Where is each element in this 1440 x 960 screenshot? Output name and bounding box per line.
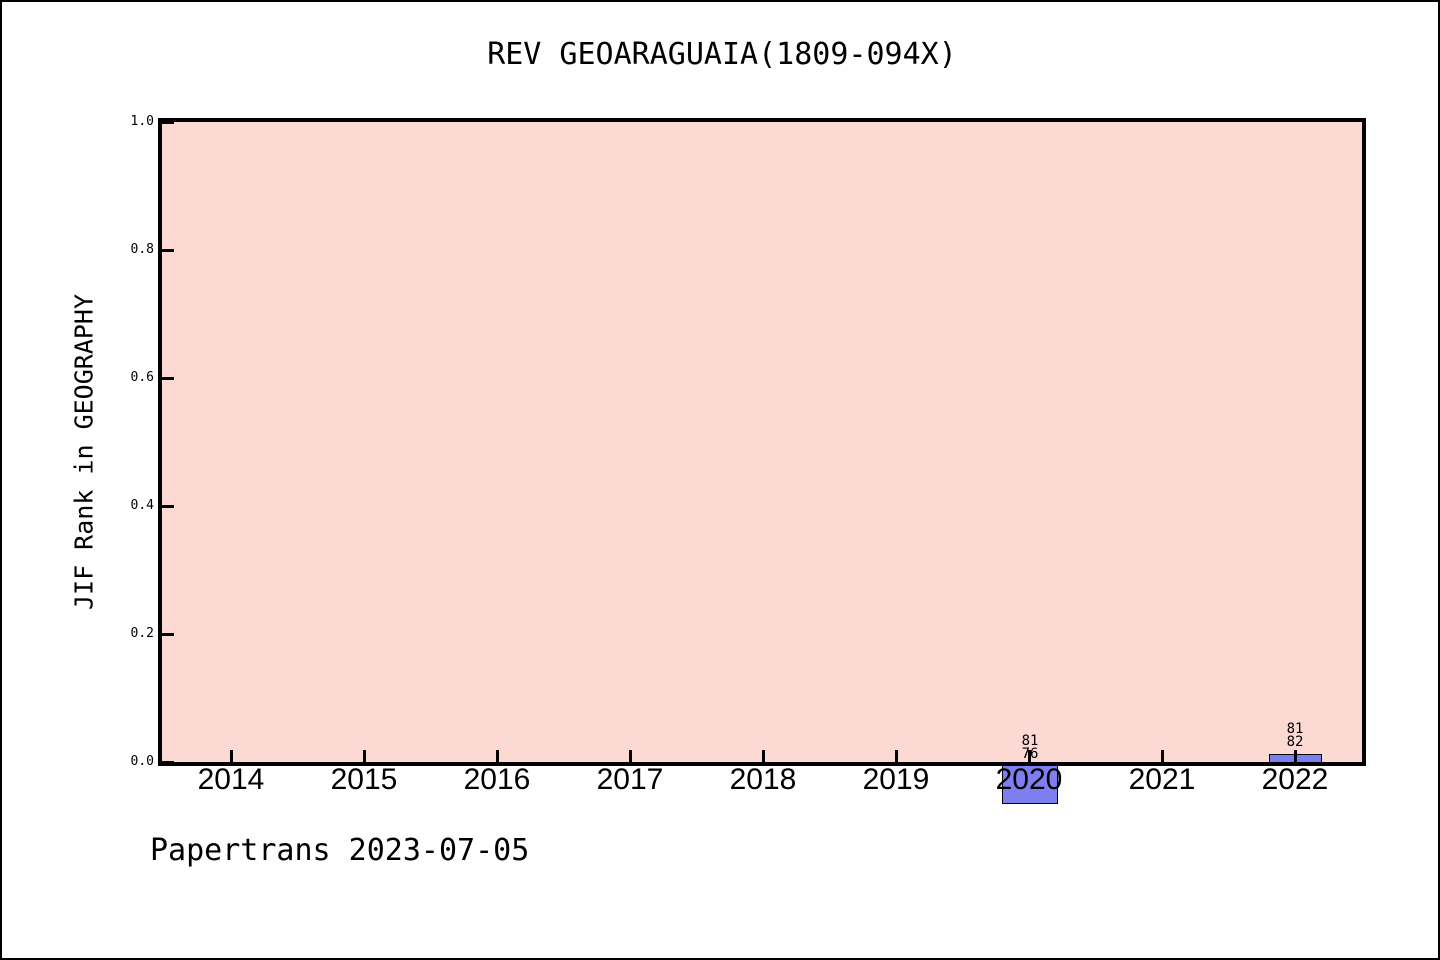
x-tick-mark-2015 (362, 750, 366, 762)
y-tick-label-0.4: 0.4 (130, 498, 154, 513)
y-tick-label-0.0: 0.0 (130, 754, 154, 769)
x-tick-label-2019: 2019 (862, 763, 930, 796)
x-tick-mark-2018 (761, 750, 765, 762)
x-tick-label-2015: 2015 (330, 763, 398, 796)
x-tick-mark-2016 (495, 750, 499, 762)
axis-spine-bottom (158, 762, 1366, 766)
y-tick-label-0.8: 0.8 (130, 242, 154, 257)
y-tick-label-0.2: 0.2 (130, 626, 154, 641)
bar-value-label-2022: 81 82 (1265, 721, 1325, 750)
bar-value-label-2020-top: 81 (1021, 733, 1039, 749)
x-tick-label-2016: 2016 (463, 763, 531, 796)
x-tick-mark-2020 (1027, 750, 1031, 762)
x-tick-mark-2017 (628, 750, 632, 762)
footer-text: Papertrans 2023-07-05 (150, 833, 530, 868)
y-tick-mark-0.2 (162, 632, 174, 636)
y-tick-mark-0.6 (162, 376, 174, 380)
axis-spine-top (158, 118, 1366, 122)
y-tick-mark-0.0 (162, 760, 174, 764)
x-tick-mark-2019 (894, 750, 898, 762)
x-tick-mark-2014 (229, 750, 233, 762)
bar-value-label-2022-top: 81 (1286, 721, 1304, 737)
y-axis-title: JIF Rank in GEOGRAPHY (69, 293, 99, 611)
x-tick-mark-2022 (1293, 750, 1297, 762)
x-tick-label-2021: 2021 (1128, 763, 1196, 796)
bar-value-label-2022-bottom: 82 (1286, 734, 1304, 750)
axis-spine-left (158, 118, 162, 766)
x-tick-label-2020: 2020 (995, 763, 1063, 796)
bar-value-label-2020: 81 76 (1000, 733, 1060, 762)
y-tick-mark-0.8 (162, 248, 174, 252)
y-tick-label-0.6: 0.6 (130, 370, 154, 385)
axis-spine-right (1362, 118, 1366, 766)
x-tick-label-2017: 2017 (596, 763, 664, 796)
x-tick-label-2022: 2022 (1261, 763, 1329, 796)
y-tick-label-1.0: 1.0 (130, 114, 154, 129)
y-tick-mark-0.4 (162, 504, 174, 508)
x-tick-label-2014: 2014 (197, 763, 265, 796)
plot-area (162, 122, 1362, 762)
chart-title: REV GEOARAGUAIA(1809-094X) (487, 37, 957, 72)
y-tick-mark-1.0 (162, 120, 174, 124)
bar-value-label-2020-bottom: 76 (1021, 746, 1039, 762)
x-tick-mark-2021 (1160, 750, 1164, 762)
x-tick-label-2018: 2018 (729, 763, 797, 796)
